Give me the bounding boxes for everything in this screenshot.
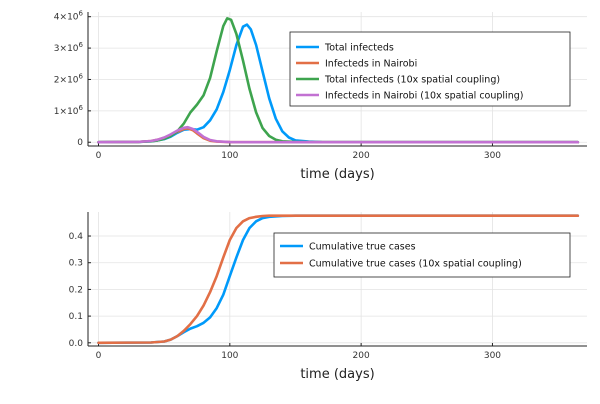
x-axis-label: time (days) xyxy=(300,367,374,382)
series-line-3 xyxy=(97,16,580,144)
legend-box xyxy=(289,31,571,107)
y-tick-label: 4×106 xyxy=(54,10,84,23)
y-tick-label: 2×106 xyxy=(54,72,84,85)
x-axis-label: time (days) xyxy=(300,167,374,182)
legend-entry-label: Infecteds in Nairobi (10x spatial coupli… xyxy=(325,91,523,102)
x-tick-label: 0 xyxy=(96,151,102,161)
legend-entry-label: Total infecteds xyxy=(324,43,394,54)
series-line-2 xyxy=(97,214,580,345)
y-tick-label: 0 xyxy=(77,138,83,148)
y-tick-label: 1×106 xyxy=(54,104,84,117)
x-tick-label: 0 xyxy=(96,351,102,361)
y-tick-label: 3×106 xyxy=(54,41,84,54)
legend-entry-label: Cumulative true cases xyxy=(309,242,416,253)
legend-entry-label: Total infecteds (10x spatial coupling) xyxy=(324,75,500,86)
legend: Cumulative true cases Cumulative true cas… xyxy=(273,232,571,278)
infecteds-plot-panel: 0 100 200 300 0 1×106 2×106 3×106 4×106 time (day… xyxy=(54,10,587,182)
y-tick-label: 0.0 xyxy=(69,339,84,349)
y-tick-label: 0.2 xyxy=(69,285,83,295)
legend-entry-label: Cumulative true cases (10x spatial coupl… xyxy=(309,259,522,270)
y-tick-label: 0.4 xyxy=(69,232,84,242)
y-tick-label: 0.1 xyxy=(69,312,83,322)
x-tick-label: 300 xyxy=(484,351,501,361)
x-tick-label: 100 xyxy=(221,351,238,361)
x-tick-label: 200 xyxy=(353,151,370,161)
x-tick-label: 100 xyxy=(221,151,238,161)
legend-box xyxy=(273,232,571,278)
legend: Total infecteds Infecteds in Nairobi Total… xyxy=(289,31,571,107)
series-line-4 xyxy=(97,125,580,144)
cumulative-cases-plot-panel: 0 100 200 300 0.0 0.1 0.2 0.3 0.4 time (days) Cumu… xyxy=(69,212,587,382)
y-tick-label: 0.3 xyxy=(69,259,83,269)
x-tick-label: 300 xyxy=(484,151,501,161)
x-tick-label: 200 xyxy=(353,351,370,361)
legend-entry-label: Infecteds in Nairobi xyxy=(325,59,417,70)
